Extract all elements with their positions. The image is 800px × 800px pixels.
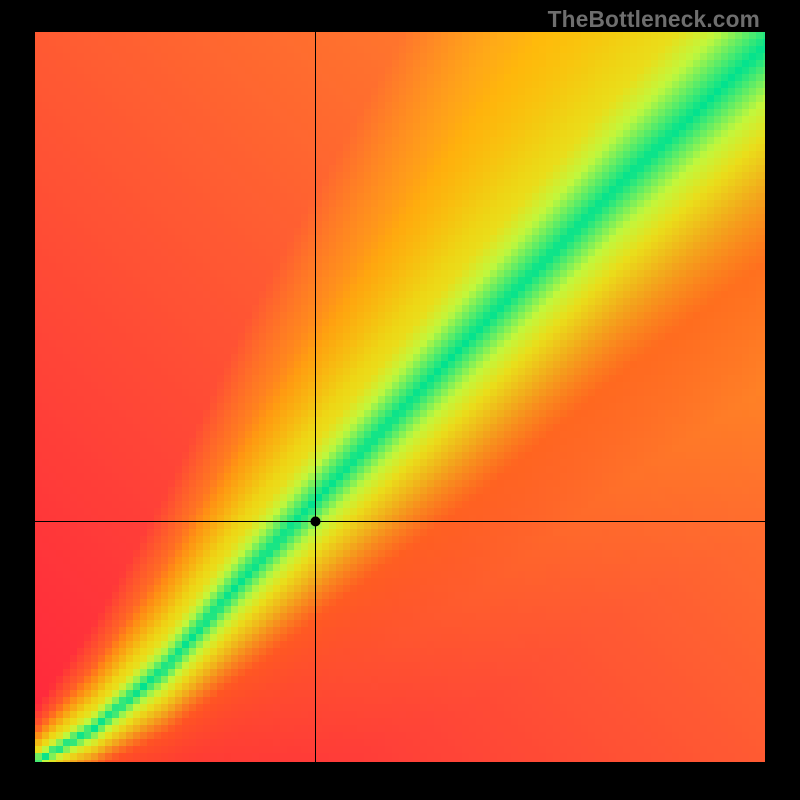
watermark-text: TheBottleneck.com [548,6,760,33]
chart-frame: { "watermark": { "text": "TheBottleneck.… [0,0,800,800]
bottleneck-heatmap [35,32,765,762]
